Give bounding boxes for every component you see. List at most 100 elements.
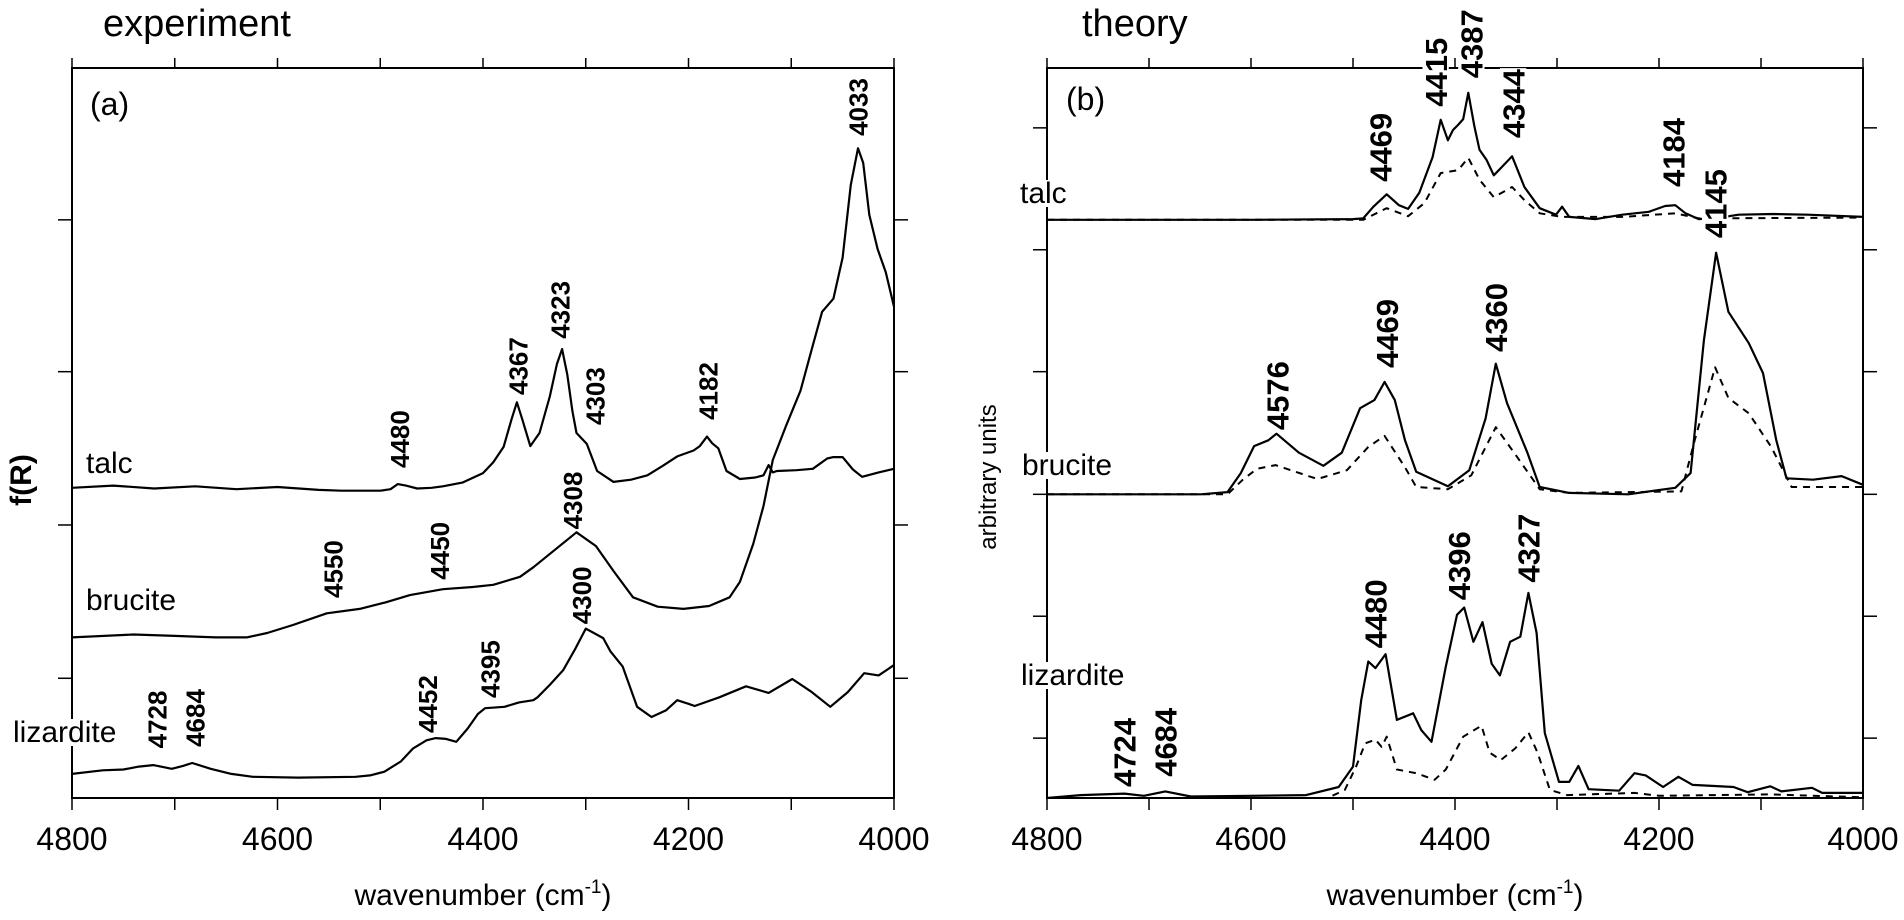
lizardite-dashed-line [1047,724,1864,799]
peak-annotation: 4323 [545,279,575,340]
annotation-background [1701,168,1729,240]
label-background [12,719,118,746]
peak-annotation: 4395 [476,639,506,699]
lizardite-solid-line [71,627,895,779]
curve-label-text: lizardite [1021,659,1124,692]
panel-theory: theory arbitrary units wavenumber (cm-1)… [975,3,1899,912]
brucite-solid-line [71,147,896,639]
panel-title: experiment [103,3,291,45]
curve-label-talc: talc [1019,177,1068,210]
x-tick-label: 4400 [447,821,518,857]
peak-annotation: 4387 [1455,8,1490,80]
curve-label-lizardite: lizardite [1020,659,1126,692]
x-axis-label-text: wavenumber (cm [1326,879,1557,912]
peak-annotation: 4480 [1359,578,1394,650]
peak-label: 4450 [425,522,455,580]
x-tick-label: 4400 [1419,821,1490,857]
series-group [1046,91,1864,800]
label-background [1021,452,1114,479]
peak-annotation: 4728 [143,689,173,750]
peak-label: 4724 [1108,717,1143,787]
curve-label-text: talc [1020,177,1067,210]
lizardite-solid-line [1046,591,1863,800]
x-tick-label: 4600 [1215,821,1286,857]
annotation-background [846,77,870,137]
series-group [71,147,896,779]
peak-annotation: 4469 [1364,111,1399,183]
peak-label: 4308 [558,472,588,530]
x-tick-label: 4000 [1827,821,1898,857]
x-tick-label: 4800 [1011,821,1082,857]
x-axis-label-text: wavenumber (cm [354,879,585,912]
x-axis-label-close: ) [1573,879,1583,912]
label-background [85,450,134,477]
annotation-background [478,639,502,699]
peak-annotation: 4033 [843,77,873,137]
x-axis-label: wavenumber (cm-1) [1326,877,1584,912]
annotation-background [183,688,207,748]
peak-label: 4480 [385,410,415,468]
peak-annotation: 4469 [1370,298,1405,369]
peak-annotation: 4684 [1149,706,1184,778]
x-tick-label: 4200 [1623,821,1694,857]
peak-annotation: 4145 [1698,168,1733,240]
peak-label: 4033 [843,78,873,136]
annotation-background [570,565,593,626]
curve-label-lizardite: lizardite [12,716,118,749]
peak-label: 4360 [1479,283,1514,352]
peak-annotation: 4415 [1419,36,1454,108]
x-axis-label-sup: -1 [1557,877,1574,898]
annotation-background [1515,512,1542,584]
label-background [1019,180,1068,207]
peak-label: 4684 [181,689,211,747]
curve-label-brucite: brucite [85,584,178,617]
peak-annotation: 4303 [580,366,610,426]
peak-label: 4300 [567,566,597,624]
talc-dashed-line [1047,156,1864,221]
peak-label: 4415 [1419,38,1454,107]
curve-label-text: brucite [86,584,176,617]
x-axis-label: wavenumber (cm-1) [354,877,612,912]
curve-label-text: lizardite [13,716,116,749]
plot-frame [1046,67,1864,799]
peak-annotation: 4724 [1108,717,1143,788]
peak-annotation: 4300 [567,565,597,626]
peak-label: 4728 [143,691,173,749]
peak-label: 4469 [1364,113,1399,182]
y-axis-label: arbitrary units [975,404,1002,549]
peak-label: 4367 [503,337,533,395]
panel-experiment: experiment f(R) wavenumber (cm-1) 4800 46… [5,3,930,912]
annotation-background [416,674,439,734]
annotation-background [1482,282,1509,353]
peak-label: 4469 [1370,299,1405,368]
peak-label: 4145 [1698,169,1733,238]
annotation-background [321,539,345,599]
peak-annotation: 4308 [558,470,588,531]
annotation-background [428,520,452,581]
peak-label: 4182 [693,362,723,420]
annotation-background [1111,717,1138,788]
annotation-background [1445,530,1473,602]
brucite-dashed-line [1047,366,1863,496]
x-axis-label-sup: -1 [585,877,602,898]
annotation-background [145,689,169,750]
label-background [1020,662,1126,689]
peak-label: 4550 [318,540,348,598]
peak-label: 4344 [1496,68,1531,138]
talc-solid-line [71,348,895,492]
peak-annotation: 4684 [181,688,211,748]
annotation-background [388,409,412,469]
annotation-background [1422,36,1449,108]
annotation-background [548,279,572,340]
talc-solid-line [1047,91,1864,221]
annotation-background [1660,117,1687,188]
peak-label: 4480 [1359,579,1394,648]
peak-annotation: 4576 [1261,360,1296,432]
peak-label: 4327 [1512,514,1547,583]
annotation-background [583,366,607,426]
y-axis-label: f(R) [5,454,38,506]
x-tick-label: 4800 [36,821,107,857]
curve-label-brucite: brucite [1021,449,1114,482]
peak-annotation: 4327 [1512,512,1547,584]
